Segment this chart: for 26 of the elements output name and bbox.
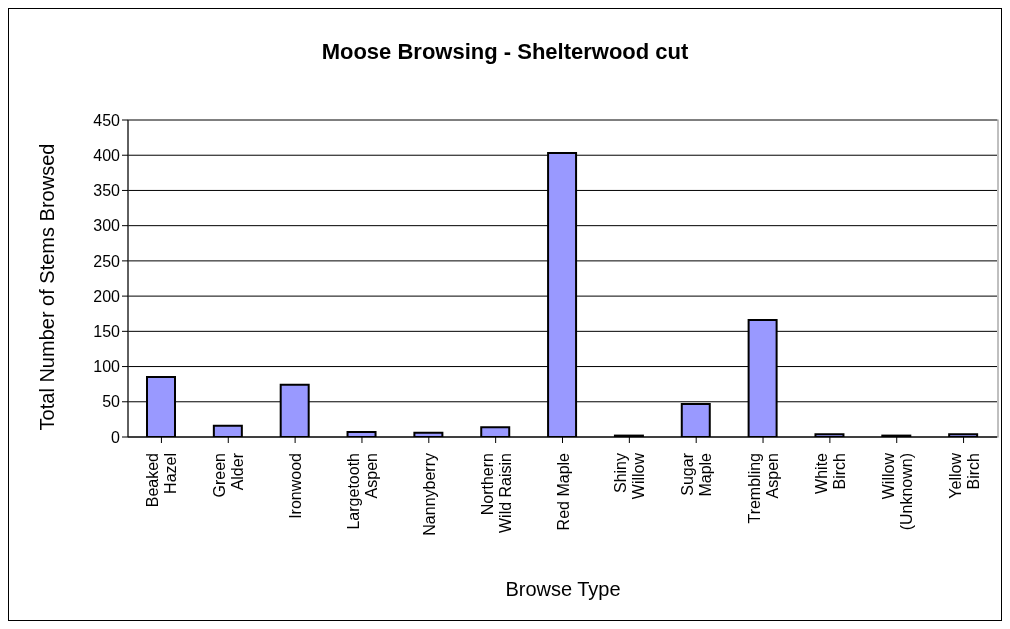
x-tick-label: White Birch xyxy=(812,452,848,494)
y-tick-label: 150 xyxy=(93,323,121,341)
y-tick-label: 250 xyxy=(93,252,121,270)
x-tick-label: Northern Wild Raisin xyxy=(478,453,514,534)
y-tick-label: 450 xyxy=(93,111,121,129)
chart-title: Moose Browsing - Shelterwood cut xyxy=(320,39,690,65)
x-tick-label: Trembling Aspen xyxy=(746,453,782,524)
x-axis-title: Browse Type xyxy=(504,577,622,601)
x-tick-label: Willow (Unknown) xyxy=(879,452,915,531)
y-tick-label: 350 xyxy=(93,182,121,200)
y-tick-label: 50 xyxy=(102,393,121,411)
x-tick-label: Beaked Hazel xyxy=(144,453,180,508)
x-tick-label: Sugar Maple xyxy=(679,452,715,497)
x-tick-label: Red Maple xyxy=(554,452,572,531)
y-tick-label: 400 xyxy=(93,146,121,164)
y-tick-label: 300 xyxy=(93,217,121,235)
x-tick-label: Largetooth Aspen xyxy=(344,453,380,530)
x-tick-label: Green Alder xyxy=(211,452,247,498)
y-tick-label: 100 xyxy=(93,358,121,376)
y-tick-label: 200 xyxy=(93,287,121,305)
y-tick-label: 0 xyxy=(111,428,121,446)
x-tick-label: Nannyberry xyxy=(420,453,438,536)
x-tick-label: Ironwood xyxy=(287,453,305,519)
x-tick-label: Shiny Willow xyxy=(612,452,648,500)
x-tick-label: Yellow Birch xyxy=(946,452,982,499)
y-axis-title: Total Number of Stems Browsed xyxy=(35,143,59,431)
